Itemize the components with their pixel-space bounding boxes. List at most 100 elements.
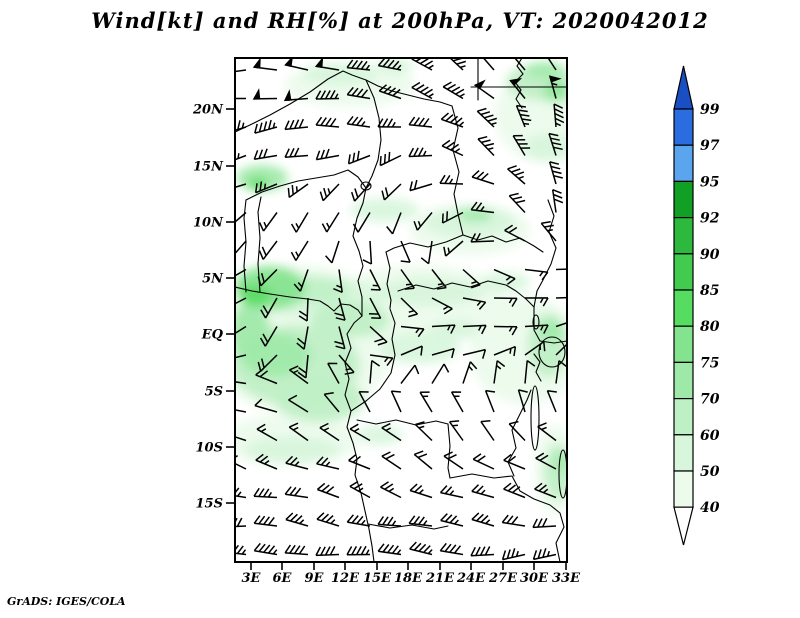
wind-barb bbox=[316, 482, 340, 499]
rh-shade-blob bbox=[275, 378, 365, 422]
wind-barb bbox=[450, 391, 464, 413]
wind-barb bbox=[235, 268, 247, 277]
wind-barb bbox=[319, 183, 340, 202]
wind-barb bbox=[462, 348, 487, 359]
wind-barb bbox=[348, 454, 371, 470]
wind-barb bbox=[315, 148, 340, 161]
country-border bbox=[511, 475, 565, 562]
wind-barb bbox=[443, 240, 464, 257]
wind-barb bbox=[553, 103, 565, 128]
country-border bbox=[385, 234, 464, 253]
wind-barb bbox=[346, 115, 371, 128]
wind-barb bbox=[290, 212, 309, 233]
lake-outline bbox=[558, 449, 567, 499]
wind-barb bbox=[462, 297, 487, 310]
wind-barbs-layer bbox=[223, 50, 567, 561]
lon-tick-label: 3E bbox=[242, 571, 262, 586]
country-border bbox=[533, 353, 542, 382]
wind-barb bbox=[296, 326, 309, 350]
wind-barb bbox=[254, 398, 278, 413]
country-border bbox=[462, 234, 544, 253]
colorbar-label: 99 bbox=[700, 102, 720, 118]
rh-shade-blob bbox=[380, 332, 460, 364]
wind-barb bbox=[315, 90, 340, 100]
wind-barb bbox=[377, 516, 402, 527]
colorbar-label: 90 bbox=[700, 247, 720, 263]
wind-barb bbox=[470, 201, 495, 214]
wind-barb bbox=[284, 118, 309, 131]
colorbar-label: 50 bbox=[700, 464, 720, 480]
wind-barb bbox=[346, 59, 371, 71]
colorbar-label: 60 bbox=[700, 428, 720, 444]
wind-barb bbox=[414, 421, 433, 442]
lon-tick-label: 18E bbox=[394, 571, 423, 586]
wind-barb bbox=[555, 360, 567, 384]
colorbar-segment bbox=[673, 470, 694, 508]
wind-barb-pennant bbox=[283, 89, 292, 102]
wind-barb bbox=[316, 456, 340, 470]
wind-barb bbox=[315, 116, 340, 128]
wind-barb bbox=[439, 485, 464, 499]
wind-barb bbox=[507, 165, 526, 185]
wind-barb bbox=[431, 297, 453, 315]
country-border bbox=[447, 423, 451, 479]
wind-barb bbox=[504, 224, 526, 242]
wind-barb bbox=[285, 512, 309, 527]
colorbar-segment bbox=[673, 217, 694, 255]
wind-barb bbox=[551, 189, 564, 213]
wind-barb bbox=[349, 480, 371, 499]
wind-barb-pennant bbox=[548, 75, 562, 83]
wind-barb bbox=[258, 212, 278, 232]
wind-barb bbox=[471, 512, 495, 527]
wind-barb bbox=[377, 58, 402, 71]
wind-barb bbox=[255, 453, 278, 470]
wind-barb bbox=[378, 84, 402, 100]
wind-barb bbox=[484, 389, 496, 413]
wind-barb bbox=[501, 514, 526, 527]
wind-barb bbox=[493, 345, 517, 357]
wind-barb-pennant bbox=[543, 50, 553, 55]
colorbar-bottom-arrow bbox=[673, 506, 694, 546]
wind-barb bbox=[503, 453, 526, 470]
lake-outline bbox=[530, 385, 540, 451]
wind-barb bbox=[381, 422, 402, 442]
colorbar-segment bbox=[673, 180, 694, 219]
colorbar-label: 97 bbox=[700, 138, 720, 154]
wind-barb bbox=[535, 452, 557, 470]
grads-credit: GrADS: IGES/COLA bbox=[7, 595, 126, 608]
wind-barb bbox=[381, 183, 402, 201]
country-border bbox=[451, 105, 464, 236]
wind-barb bbox=[235, 240, 247, 255]
wind-barb bbox=[449, 58, 467, 71]
rh-shading-layer bbox=[235, 58, 567, 515]
wind-barb bbox=[256, 423, 278, 442]
wind-barb bbox=[480, 420, 495, 441]
wind-barb bbox=[235, 69, 247, 73]
lon-tick-label: 27E bbox=[488, 571, 518, 586]
rh-shade-blob bbox=[375, 278, 485, 306]
wind-barb bbox=[547, 58, 557, 71]
wind-barb bbox=[369, 269, 382, 291]
colorbar-segment bbox=[673, 398, 694, 436]
wind-barb bbox=[287, 183, 309, 199]
wind-barb bbox=[386, 212, 402, 235]
wind-barb bbox=[476, 107, 498, 128]
wind-barb bbox=[508, 420, 526, 442]
wind-barb bbox=[253, 542, 278, 556]
wind-barb bbox=[369, 354, 394, 367]
rh-shade-blob bbox=[310, 302, 390, 338]
wind-barb bbox=[409, 483, 433, 499]
wind-barb bbox=[284, 544, 309, 556]
wind-barb-pennant bbox=[252, 88, 261, 100]
wind-barb bbox=[352, 212, 371, 233]
wind-barb bbox=[409, 179, 433, 192]
wind-barb bbox=[380, 481, 402, 499]
wind-barb-pennant bbox=[223, 64, 229, 73]
wind-barb bbox=[413, 212, 433, 231]
wind-barb bbox=[555, 296, 567, 299]
rh-shade-blob bbox=[430, 320, 480, 340]
wind-barb bbox=[327, 362, 340, 384]
wind-barb bbox=[503, 482, 526, 499]
wind-barb bbox=[235, 381, 247, 385]
wind-barb bbox=[548, 132, 563, 156]
